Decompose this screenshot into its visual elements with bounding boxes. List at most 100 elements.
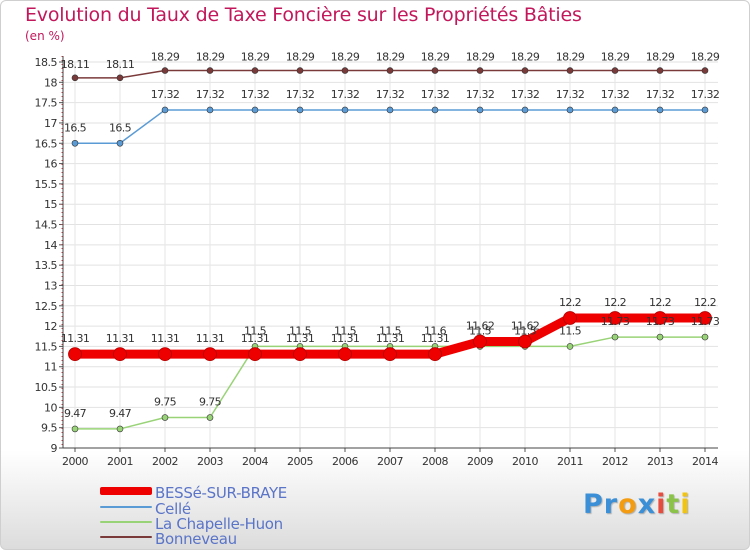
data-label: 18.29 xyxy=(376,51,405,64)
data-label: 18.29 xyxy=(286,51,315,64)
data-point xyxy=(296,67,304,74)
data-point xyxy=(656,333,664,341)
data-point xyxy=(206,106,214,114)
data-label: 18.29 xyxy=(601,51,630,64)
data-label: 18.29 xyxy=(466,51,495,64)
data-point xyxy=(161,414,169,421)
y-tick-label: 9 xyxy=(51,442,58,455)
legend-item-besse: BESSé-SUR-BRAYE xyxy=(100,484,320,502)
data-label: 12.2 xyxy=(604,296,626,309)
data-label: 17.32 xyxy=(376,88,405,101)
data-point xyxy=(116,139,124,147)
data-point xyxy=(521,106,529,114)
chart-title: Evolution du Taux de Taxe Foncière sur l… xyxy=(25,4,582,26)
data-point xyxy=(653,311,667,325)
data-label: 12.2 xyxy=(649,296,671,309)
data-label: 11.31 xyxy=(286,332,315,345)
y-tick-label: 14.5 xyxy=(35,219,58,232)
data-point xyxy=(611,67,619,74)
data-point xyxy=(113,347,127,362)
data-label: 17.32 xyxy=(241,88,270,101)
data-label: 11.73 xyxy=(646,315,675,328)
logo-letter: t xyxy=(666,489,681,520)
data-point xyxy=(161,106,169,114)
data-point xyxy=(608,311,622,325)
legend-swatch-la-chapelle-huon xyxy=(100,521,152,523)
data-label: 17.32 xyxy=(421,88,450,101)
data-label: 17.32 xyxy=(286,88,315,101)
logo-letter: r xyxy=(603,489,619,520)
data-point xyxy=(428,347,442,362)
data-label: 11.6 xyxy=(424,324,447,337)
data-point xyxy=(566,343,574,350)
x-tick-label: 2004 xyxy=(242,455,268,468)
data-point xyxy=(518,334,532,349)
logo-letter: x xyxy=(637,489,657,520)
x-tick-label: 2002 xyxy=(152,455,178,468)
y-tick-label: 14 xyxy=(44,239,57,252)
data-label: 11.31 xyxy=(376,332,405,345)
data-point xyxy=(656,67,664,74)
data-point xyxy=(296,106,304,114)
data-point xyxy=(701,67,709,74)
data-point xyxy=(701,333,709,341)
y-tick-label: 16.5 xyxy=(35,137,58,150)
y-tick-label: 17.5 xyxy=(35,97,58,110)
data-label: 11.5 xyxy=(334,324,357,337)
data-point xyxy=(563,311,577,325)
y-tick-label: 15.5 xyxy=(35,178,58,191)
x-tick-label: 2003 xyxy=(197,455,223,468)
y-tick-label: 18.5 xyxy=(35,56,58,69)
y-tick-label: 10 xyxy=(44,401,57,414)
x-tick-label: 2006 xyxy=(332,455,358,468)
data-point xyxy=(116,74,124,82)
data-point xyxy=(338,347,352,362)
x-tick-label: 2014 xyxy=(692,455,718,468)
logo-letter: o xyxy=(618,489,638,520)
legend-swatch-besse xyxy=(100,487,152,495)
data-point xyxy=(386,106,394,114)
data-point xyxy=(68,347,82,362)
y-axis-unit: (en %) xyxy=(25,29,65,43)
y-tick-label: 12.5 xyxy=(35,300,58,313)
data-point xyxy=(71,425,79,433)
y-tick-label: 16 xyxy=(44,158,57,171)
legend-swatch-celle xyxy=(100,506,152,508)
data-point xyxy=(116,425,124,433)
x-tick-label: 2012 xyxy=(602,455,628,468)
data-point xyxy=(476,106,484,114)
data-label: 9.75 xyxy=(199,396,222,409)
data-point xyxy=(206,414,214,421)
data-point xyxy=(431,67,439,74)
data-point xyxy=(341,67,349,74)
y-tick-label: 18 xyxy=(44,76,57,89)
logo-letter: i xyxy=(656,489,667,520)
data-label: 11.31 xyxy=(61,332,90,345)
data-point xyxy=(698,311,712,325)
data-label: 17.32 xyxy=(646,88,675,101)
data-point xyxy=(656,106,664,114)
axes: 9 9.5 10 10.5 11 11.5 12 12.5 13 13.5 14 14.5 15 15.5… xyxy=(35,56,719,468)
data-label: 11.5 xyxy=(379,324,402,337)
series-layer: 18.11 18.11 18.29 18.29 18.29 18.29 18.29 18.29… xyxy=(61,51,720,433)
legend-item-la-chapelle-huon: La Chapelle-Huon xyxy=(100,515,320,533)
data-label: 18.29 xyxy=(646,51,675,64)
y-tick-label: 12 xyxy=(44,320,57,333)
data-point xyxy=(383,347,397,362)
data-label: 17.32 xyxy=(691,88,720,101)
x-tick-label: 2005 xyxy=(287,455,313,468)
y-tick-label: 10.5 xyxy=(35,381,58,394)
data-label: 11.62 xyxy=(466,320,495,333)
data-label: 17.32 xyxy=(331,88,360,101)
data-label: 17.32 xyxy=(556,88,585,101)
data-label: 18.11 xyxy=(106,58,135,71)
data-label: 11.73 xyxy=(601,315,630,328)
data-label: 11.73 xyxy=(691,315,720,328)
data-point xyxy=(161,67,169,74)
data-label: 11.31 xyxy=(331,332,360,345)
data-point xyxy=(248,347,262,362)
data-label: 11.5 xyxy=(244,324,267,337)
data-label: 17.32 xyxy=(601,88,630,101)
y-tick-label: 13.5 xyxy=(35,259,58,272)
